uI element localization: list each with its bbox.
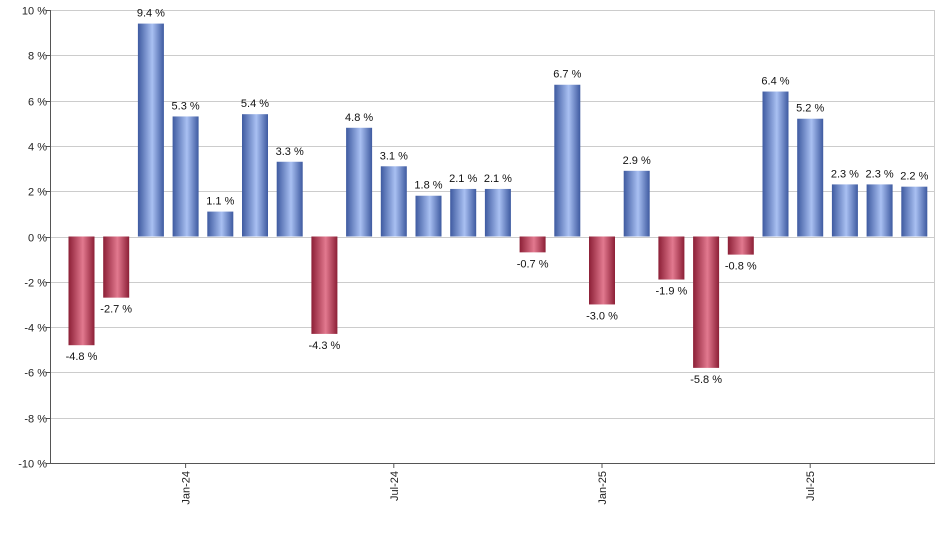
x-tick-label: Jan-25 — [597, 471, 609, 505]
data-label: 3.3 % — [276, 146, 304, 158]
data-labels: -4.8 % -2.7 % 9.4 % 5.3 % 1.1 % 5.4 % 3.3 % -4.… — [66, 8, 929, 386]
data-label: 6.7 % — [553, 69, 581, 81]
bar-2025-02 — [623, 170, 650, 237]
bar-2025-07 — [797, 118, 824, 237]
data-label: 1.8 % — [414, 180, 442, 192]
data-label: 6.4 % — [761, 76, 789, 88]
data-label: 2.2 % — [900, 171, 928, 183]
data-label: 2.1 % — [449, 173, 477, 185]
bar-2023-10 — [68, 236, 95, 346]
data-label: -3.0 % — [586, 310, 618, 322]
y-tick-label: 4 % — [28, 142, 47, 154]
data-label: 5.3 % — [172, 100, 200, 112]
bar-2023-11 — [103, 236, 130, 298]
data-label: 4.8 % — [345, 112, 373, 124]
x-tick-label: Jul-24 — [389, 471, 401, 501]
data-label: -0.8 % — [725, 261, 757, 273]
y-tick-label: 8 % — [28, 51, 47, 63]
y-tick-label: 0 % — [28, 233, 47, 245]
data-label: 2.1 % — [484, 173, 512, 185]
bar-2025-01 — [589, 236, 615, 305]
data-label: 2.3 % — [831, 168, 859, 180]
bar-2025-05 — [727, 236, 754, 255]
data-label: -1.9 % — [656, 286, 688, 298]
bar-2024-12 — [554, 84, 581, 237]
bar-2024-04 — [276, 161, 303, 237]
bar-2024-10 — [484, 188, 511, 237]
y-tick-label: 10 % — [22, 6, 47, 18]
y-tick-label: 2 % — [28, 187, 47, 199]
x-tick-label: Jul-25 — [805, 471, 817, 501]
bar-2024-03 — [242, 114, 268, 237]
bar-2024-05 — [311, 236, 338, 334]
data-label: 1.1 % — [206, 196, 234, 208]
data-label: -0.7 % — [517, 258, 549, 270]
bar-2025-06 — [762, 91, 789, 237]
data-label: 5.2 % — [796, 103, 824, 115]
data-label: 9.4 % — [137, 8, 165, 20]
bar-2024-01 — [172, 116, 199, 237]
bar-2024-06 — [346, 127, 373, 237]
grid-lines — [50, 10, 935, 464]
y-tick-label: -8 % — [24, 414, 47, 426]
bar-2024-09 — [450, 188, 477, 237]
data-label: -4.8 % — [66, 351, 98, 363]
y-tick-label: -2 % — [24, 278, 47, 290]
bar-2025-04 — [693, 236, 720, 368]
bar-2025-09 — [866, 184, 893, 237]
y-tick-label: 6 % — [28, 97, 47, 109]
axes: 10 % 8 % 6 % 4 % 2 % 0 % -2 % -4 % -6 % -8 % -10 %… — [18, 6, 935, 505]
data-label: -4.3 % — [309, 340, 341, 352]
bar-2024-11 — [519, 236, 546, 253]
data-label: 2.3 % — [866, 168, 894, 180]
y-tick-label: -6 % — [24, 368, 47, 380]
bar-2025-10 — [901, 186, 928, 237]
bar-2024-07 — [380, 166, 407, 237]
bar-2023-12 — [137, 23, 164, 237]
y-tick-label: -10 % — [18, 459, 47, 471]
data-label: -5.8 % — [690, 374, 722, 386]
bar-2025-03 — [658, 236, 685, 280]
data-label: -2.7 % — [100, 304, 132, 316]
data-label: 3.1 % — [380, 150, 408, 162]
bar-2025-08 — [831, 184, 858, 237]
bar-2024-02 — [207, 211, 234, 237]
data-label: 5.4 % — [241, 98, 269, 110]
bar-2024-08 — [415, 195, 442, 237]
x-tick-label: Jan-24 — [181, 471, 193, 505]
y-tick-label: -4 % — [24, 323, 47, 335]
data-label: 2.9 % — [623, 155, 651, 167]
bars — [68, 23, 928, 368]
